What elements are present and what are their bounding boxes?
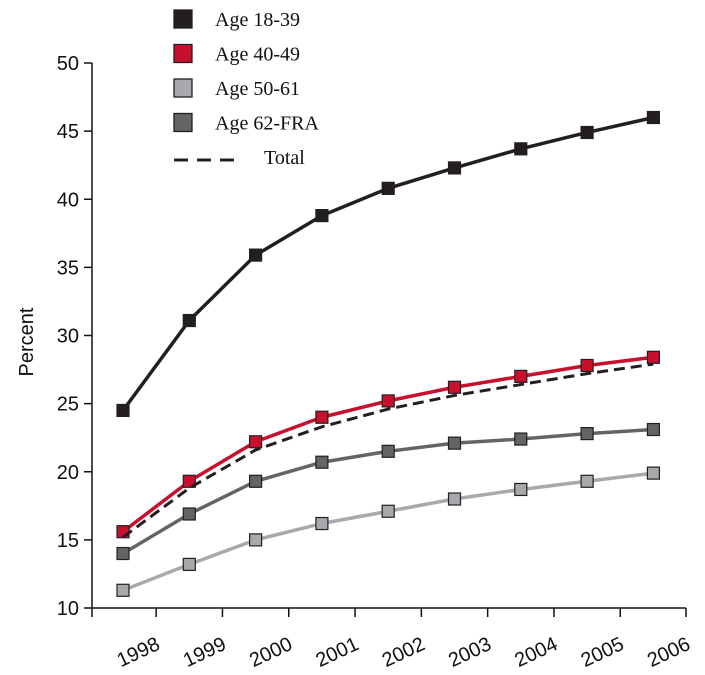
data-point (580, 125, 594, 140)
data-point (249, 248, 263, 262)
y-tick-label: 45 (57, 121, 79, 143)
data-point (249, 435, 263, 449)
series-line (122, 471, 654, 592)
x-axis-ticks: 1998 1999 2000 2001 2002 2003 2004 2005 2006 (91, 608, 694, 672)
data-point (580, 474, 594, 488)
data-point (182, 313, 196, 328)
data-point (447, 380, 462, 394)
data-point (182, 474, 196, 488)
data-point (514, 369, 528, 383)
series-age-62-fra (116, 422, 661, 561)
data-point (116, 546, 130, 561)
data-point (580, 358, 594, 373)
y-tick-label: 15 (57, 530, 79, 552)
series-age-50-61 (116, 466, 661, 597)
data-point (514, 142, 528, 156)
legend-label: Age 40-49 (215, 44, 300, 66)
data-point (646, 110, 661, 125)
legend-label: Age 18-39 (215, 9, 300, 31)
legend-swatch (173, 9, 193, 29)
legend-item: Age 18-39 (173, 9, 300, 31)
y-tick-label: 25 (57, 394, 79, 416)
legend-swatch (173, 43, 193, 64)
y-tick-label: 30 (57, 326, 79, 348)
legend-item: Age 62-FRA (173, 112, 319, 135)
x-tick-label: 2003 (445, 633, 495, 672)
legend-item: Age 40-49 (173, 43, 300, 66)
y-axis-title: Percent (16, 307, 38, 376)
data-point (447, 436, 462, 450)
legend: Age 18-39 Age 40-49 Age 50-61 Age 62-FRA Tot… (173, 9, 319, 169)
data-point (116, 403, 130, 418)
data-point (381, 444, 395, 458)
y-tick-label: 40 (57, 189, 79, 211)
data-point (646, 466, 661, 480)
legend-swatch (173, 78, 193, 98)
legend-label: Total (264, 147, 305, 169)
data-point (116, 583, 130, 597)
series-total (122, 362, 654, 539)
legend-item: Total (174, 147, 305, 169)
data-point (249, 533, 263, 547)
y-tick-label: 35 (57, 257, 79, 279)
data-point (315, 209, 329, 223)
x-tick-label: 2006 (644, 633, 694, 672)
legend-label: Age 62-FRA (215, 113, 319, 135)
y-axis-ticks: 10 15 20 25 30 35 40 45 50 (57, 53, 92, 620)
data-point (646, 422, 661, 437)
x-tick-label: 2000 (246, 633, 296, 672)
data-point (182, 507, 196, 521)
data-point (580, 427, 594, 441)
legend-swatch (173, 112, 193, 133)
data-point (315, 410, 329, 424)
x-tick-label: 1998 (114, 633, 164, 672)
y-tick-label: 10 (57, 598, 79, 620)
data-point (447, 161, 462, 175)
data-point (182, 557, 196, 572)
series-age-18-39 (116, 110, 661, 418)
x-tick-label: 2001 (313, 633, 363, 672)
data-point (381, 504, 395, 518)
data-point (514, 432, 528, 446)
data-point (315, 455, 329, 469)
x-tick-label: 2002 (379, 633, 429, 672)
x-tick-label: 1999 (180, 633, 230, 672)
legend-label: Age 50-61 (215, 78, 300, 100)
series-layer (116, 110, 661, 597)
legend-item: Age 50-61 (173, 78, 300, 100)
x-tick-label: 2005 (578, 633, 628, 672)
y-tick-label: 50 (57, 53, 79, 75)
x-tick-label: 2004 (511, 633, 561, 672)
data-point (646, 350, 661, 364)
y-tick-label: 20 (57, 462, 79, 484)
data-point (447, 492, 462, 506)
data-point (315, 516, 329, 531)
data-point (249, 474, 263, 488)
data-point (381, 181, 395, 195)
data-point (381, 394, 395, 408)
series-line (122, 362, 654, 539)
data-point (514, 482, 528, 497)
